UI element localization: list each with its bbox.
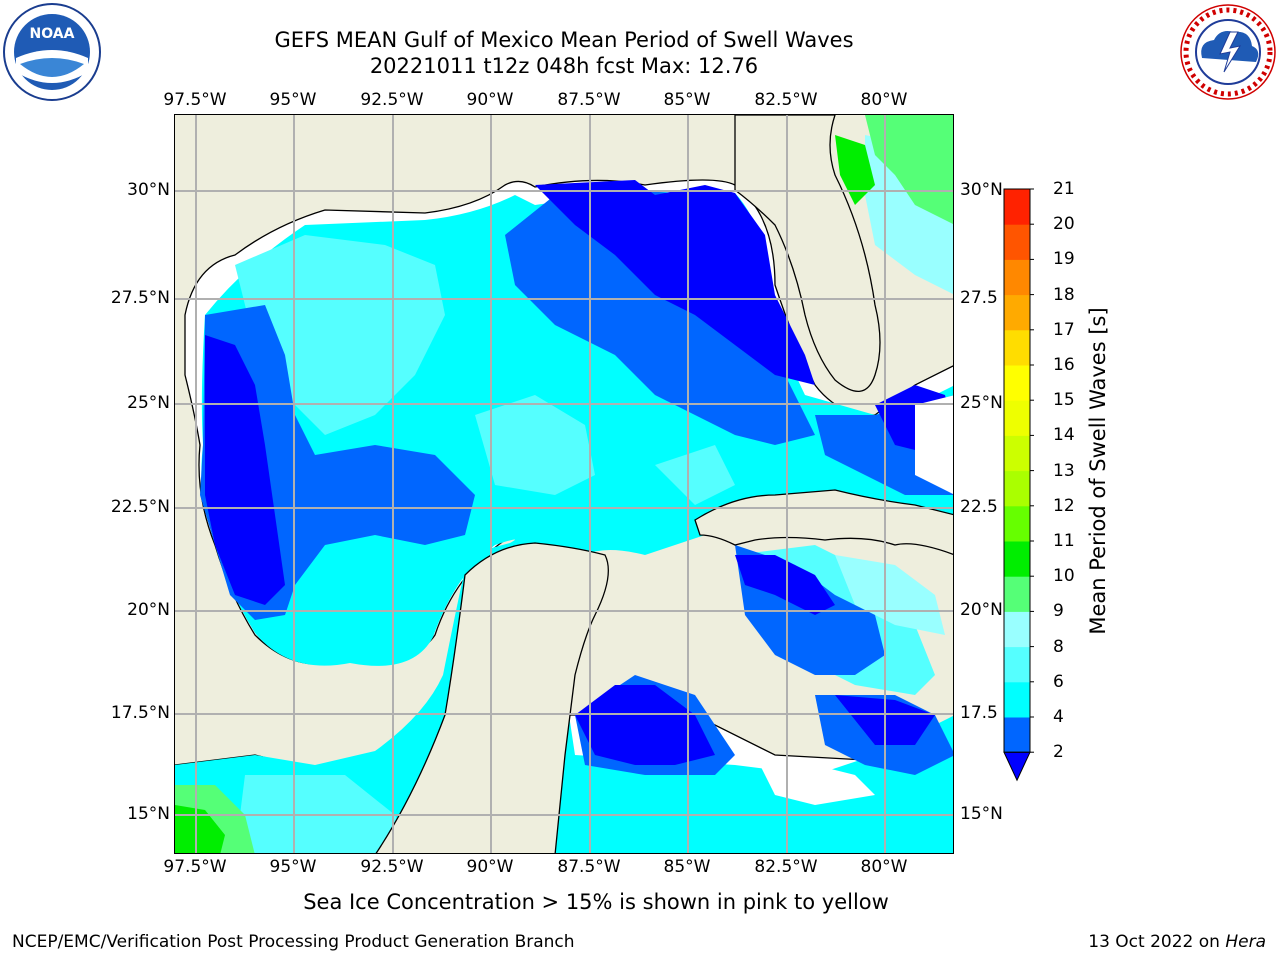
lon-label-bottom: 82.5°W <box>754 857 818 877</box>
footnote: Sea Ice Concentration > 15% is shown in … <box>303 890 889 914</box>
lon-label-top: 82.5°W <box>754 90 818 110</box>
colorbar-tick-label: 12 <box>1053 495 1075 516</box>
lon-label-top: 97.5°W <box>163 90 227 110</box>
colorbar-tick-label: 2 <box>1053 742 1064 763</box>
colorbar-tick-label: 4 <box>1053 707 1064 727</box>
lon-label-top: 85°W <box>663 90 711 110</box>
map-svg <box>175 115 953 853</box>
lon-label-bottom: 85°W <box>663 857 711 877</box>
lat-label-right: 17.5 <box>960 703 998 723</box>
lat-label-left: 20°N <box>127 600 170 620</box>
colorbar-tick-label: 11 <box>1053 531 1075 551</box>
colorbar-svg <box>1003 188 1036 782</box>
colorbar-band <box>1004 646 1030 683</box>
lon-label-top: 80°W <box>860 90 908 110</box>
colorbar-tick-label: 21 <box>1053 179 1075 199</box>
footer-date: 13 Oct 2022 on Hera <box>1088 932 1266 952</box>
footer-date-text: 13 Oct 2022 on <box>1088 932 1226 952</box>
colorbar-band <box>1004 365 1030 401</box>
colorbar-band <box>1004 505 1030 542</box>
contour-under-2 <box>205 180 953 765</box>
missing-data <box>755 395 953 805</box>
cuba-land <box>694 489 953 555</box>
colorbar-band <box>1004 224 1030 260</box>
colorbar-tick-label: 18 <box>1053 284 1075 305</box>
chart-title: GEFS MEAN Gulf of Mexico Mean Period of … <box>274 28 854 52</box>
colorbar-tick-label: 6 <box>1053 671 1064 692</box>
colorbar-band <box>1004 329 1030 366</box>
colorbar-tick-label: 19 <box>1053 249 1075 270</box>
lon-label-bottom: 97.5°W <box>163 857 227 877</box>
lat-label-right: 25°N <box>960 393 1003 413</box>
colorbar-tick-label: 20 <box>1053 214 1075 235</box>
footer-credit: NCEP/EMC/Verification Post Processing Pr… <box>12 932 575 952</box>
svg-text:NOAA: NOAA <box>30 26 75 42</box>
contour-10-11 <box>175 135 875 853</box>
colorbar-band <box>1004 541 1030 577</box>
colorbar-tick-label: 8 <box>1053 636 1064 657</box>
lon-label-bottom: 80°W <box>860 857 908 877</box>
map-panel <box>174 114 954 854</box>
chart-subtitle: 20221011 t12z 048h fcst Max: 12.76 <box>369 54 759 78</box>
colorbar-band <box>1004 400 1030 436</box>
footer-host: Hera <box>1225 932 1266 952</box>
lon-label-top: 87.5°W <box>557 90 621 110</box>
lon-label-top: 90°W <box>466 90 514 110</box>
colorbar-tick-label: 17 <box>1053 319 1075 340</box>
colorbar-tick-label: 16 <box>1053 355 1075 375</box>
colorbar-tick-label: 13 <box>1053 460 1075 481</box>
colorbar-band <box>1004 435 1030 472</box>
colorbar-band <box>1004 611 1030 648</box>
lat-label-left: 17.5°N <box>110 703 170 723</box>
lon-label-bottom: 90°W <box>466 857 514 877</box>
lat-label-left: 27.5°N <box>110 288 170 308</box>
colorbar-band <box>1004 470 1030 507</box>
lon-label-bottom: 95°W <box>269 857 317 877</box>
colorbar-band <box>1004 681 1030 718</box>
gridlines <box>175 115 953 853</box>
lat-label-right: 20°N <box>960 600 1003 620</box>
colorbar-under-triangle <box>1003 751 1031 782</box>
colorbar-band <box>1004 294 1030 331</box>
lon-label-top: 92.5°W <box>360 90 424 110</box>
lat-label-right: 15°N <box>960 804 1003 824</box>
lat-label-left: 25°N <box>127 393 170 413</box>
lat-label-right: 22.5 <box>960 497 998 517</box>
colorbar-band <box>1004 259 1030 296</box>
colorbar-tick-label: 10 <box>1053 566 1075 587</box>
colorbar-title: Mean Period of Swell Waves [s] <box>1086 307 1110 635</box>
colorbar-tick-label: 14 <box>1053 425 1075 446</box>
lat-label-left: 22.5°N <box>110 497 170 517</box>
colorbar-band <box>1004 576 1030 612</box>
florida-land <box>734 115 881 392</box>
lat-label-left: 15°N <box>127 804 170 824</box>
colorbar <box>1000 188 1036 792</box>
lat-label-left: 30°N <box>127 180 170 200</box>
colorbar-band <box>1004 717 1030 753</box>
noaa-logo: NOAA <box>2 2 102 102</box>
colorbar-band <box>1004 189 1030 225</box>
colorbar-tick-label: 15 <box>1053 390 1075 411</box>
nws-logo <box>1178 2 1278 102</box>
lon-label-bottom: 87.5°W <box>557 857 621 877</box>
lon-label-bottom: 92.5°W <box>360 857 424 877</box>
yucatan-land <box>375 542 609 853</box>
colorbar-tick-label: 9 <box>1053 601 1064 622</box>
lon-label-top: 95°W <box>269 90 317 110</box>
lat-label-right: 27.5 <box>960 288 998 308</box>
lat-label-right: 30°N <box>960 180 1003 200</box>
